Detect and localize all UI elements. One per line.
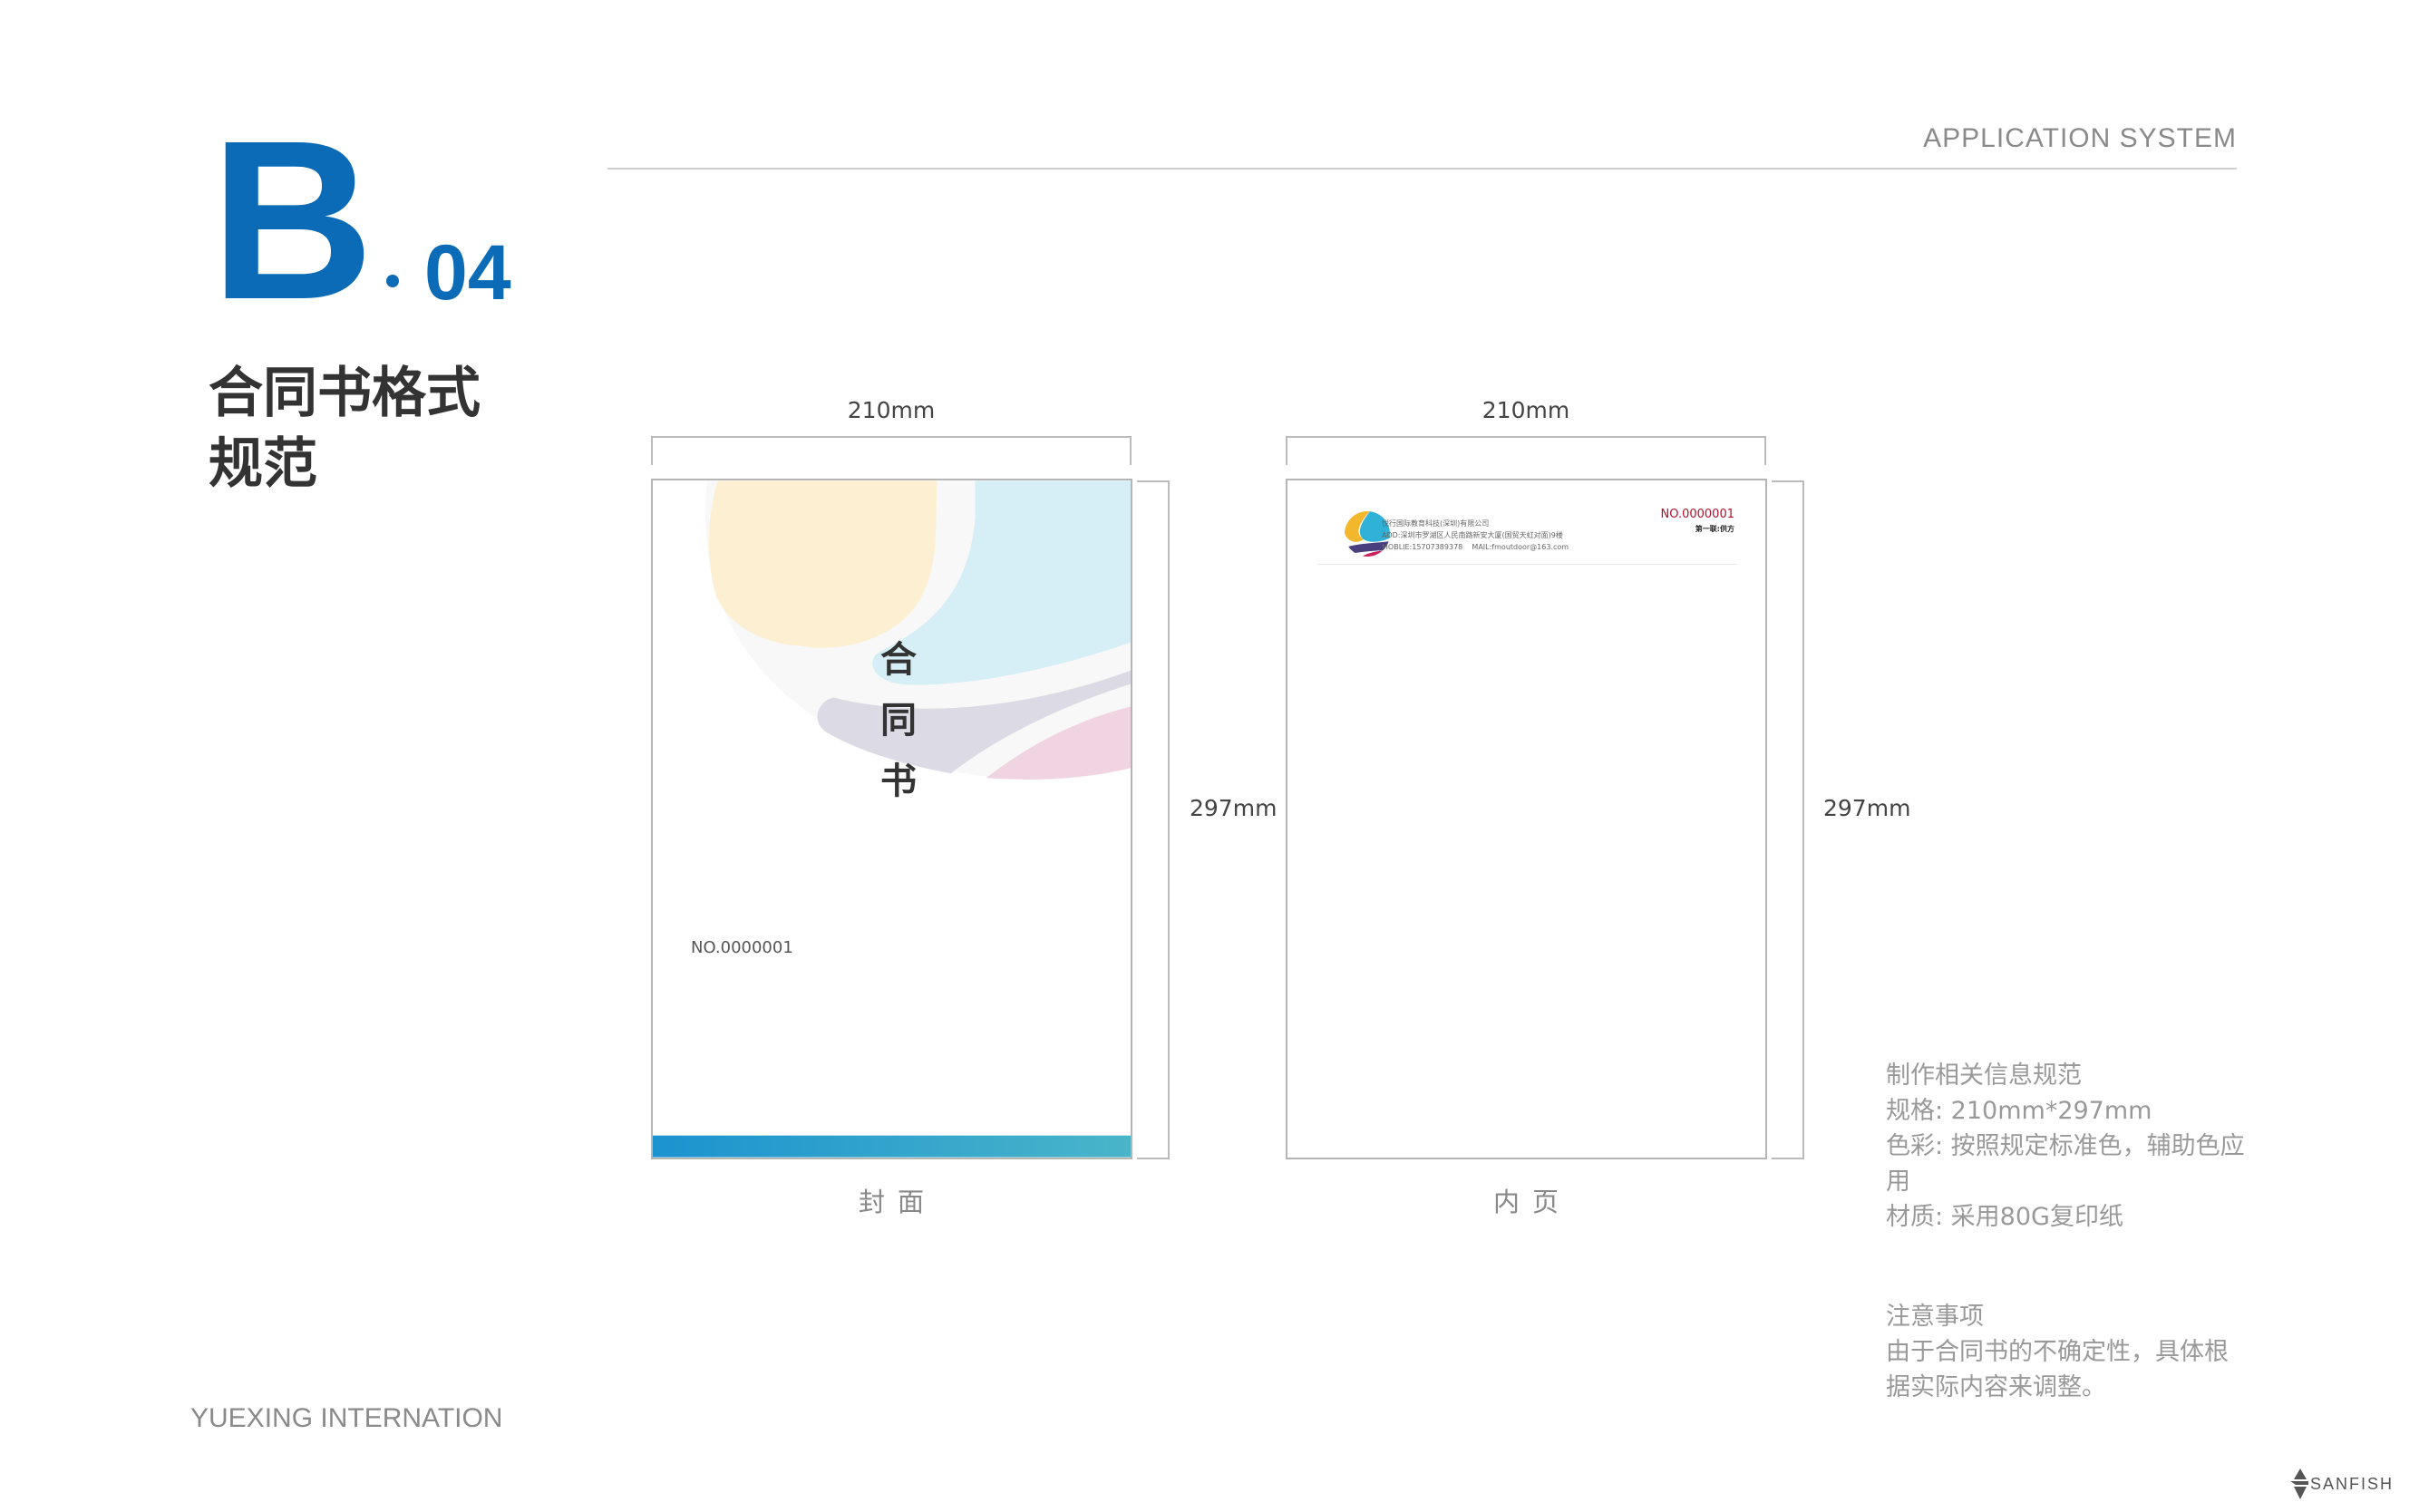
sanfish-logo: SANFISH <box>2290 1468 2394 1499</box>
cover-artwork <box>653 480 1131 1158</box>
spec-color: 色彩: 按照规定标准色，辅助色应用 <box>1886 1132 2245 1196</box>
cover-height-label: 297mm <box>1190 795 1278 821</box>
company-mail: MAIL:fmoutdoor@163.com <box>1472 543 1569 551</box>
cover-width-bracket <box>651 436 1132 465</box>
cover-title: 合 同 书 <box>879 630 918 812</box>
inner-serial: NO.0000001 <box>1660 508 1734 521</box>
spec-size: 规格: 210mm*297mm <box>1886 1097 2152 1125</box>
inner-width-label: 210mm <box>1482 397 1570 423</box>
company-address: ADD:深圳市罗湖区人民南路新安大厦(国贸天虹对面)9楼 <box>1382 531 1563 539</box>
application-system-label: APPLICATION SYSTEM <box>1923 123 2237 153</box>
caution-body: 由于合同书的不确定性，具体根据实际内容来调整。 <box>1886 1338 2229 1401</box>
cover-yellow-shape <box>708 480 937 648</box>
caution-notes: 注意事项 由于合同书的不确定性，具体根据实际内容来调整。 <box>1886 1299 2249 1405</box>
cover-title-char: 书 <box>880 761 917 802</box>
page-title-line2: 规范 <box>209 432 317 496</box>
cover-serial: NO.0000001 <box>691 938 793 957</box>
spec-material: 材质: 采用80G复印纸 <box>1886 1203 2123 1231</box>
company-mobile: MOBLIE:15707389378 <box>1382 543 1463 551</box>
section-letter: B <box>210 93 374 346</box>
spec-title: 制作相关信息规范 <box>1886 1061 2082 1090</box>
spec-notes: 制作相关信息规范 规格: 210mm*297mm 色彩: 按照规定标准色，辅助色… <box>1886 1058 2249 1235</box>
cover-caption: 封面 <box>858 1187 937 1217</box>
section-number: 04 <box>424 229 511 316</box>
cover-title-char: 合 <box>880 639 917 681</box>
cover-blue-shape <box>872 480 1131 685</box>
company-logo-icon <box>1345 511 1390 557</box>
inner-height-label: 297mm <box>1823 795 1911 821</box>
inner-width-bracket <box>1286 436 1766 465</box>
company-name: 悦行国际教育科技(深圳)有限公司 <box>1382 519 1490 528</box>
caution-title: 注意事项 <box>1886 1303 1984 1331</box>
inner-caption: 内页 <box>1492 1187 1571 1217</box>
cover-height-bracket <box>1137 480 1170 1159</box>
page-title: 合同书格式 规范 <box>209 358 553 499</box>
cover-page: 合 同 书 NO.0000001 <box>651 479 1132 1159</box>
cover-gradient-bar <box>653 1135 1131 1158</box>
inner-height-bracket <box>1772 480 1804 1159</box>
cover-pink-shape <box>986 706 1131 780</box>
inner-header-divider <box>1318 564 1736 565</box>
section-dot <box>386 275 399 287</box>
fish-logo-icon <box>2290 1468 2308 1499</box>
company-contact: MOBLIE:15707389378 MAIL:fmoutdoor@163.co… <box>1382 541 1569 553</box>
header-divider <box>607 168 2237 170</box>
cover-width-label: 210mm <box>847 397 936 423</box>
sanfish-logo-text: SANFISH <box>2310 1474 2395 1493</box>
inner-copy-label: 第一联:供方 <box>1695 525 1734 533</box>
cover-purple-shape <box>817 670 1131 774</box>
cover-title-char: 同 <box>880 700 917 741</box>
page-title-line1: 合同书格式 <box>209 362 481 425</box>
footer-brand: YUEXING INTERNATION <box>190 1403 503 1433</box>
inner-page: 悦行国际教育科技(深圳)有限公司 ADD:深圳市罗湖区人民南路新安大厦(国贸天虹… <box>1286 479 1767 1159</box>
